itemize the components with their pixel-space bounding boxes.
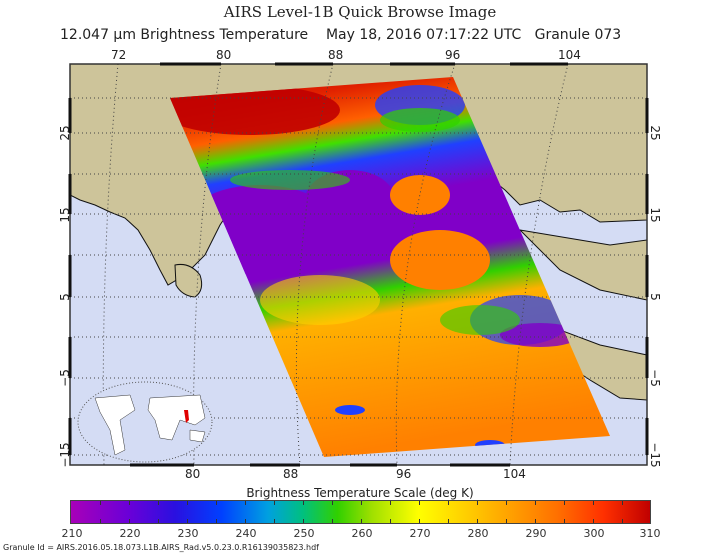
colorbar-label: 290	[525, 527, 547, 540]
sri-lanka	[174, 264, 203, 298]
channel-label: 12.047 μm Brightness Temperature	[60, 27, 309, 43]
left-lat-label: 15	[58, 207, 72, 223]
bottom-lon-label: 104	[503, 467, 526, 481]
right-lat-label: −15	[648, 442, 662, 468]
colorbar-label: 230	[177, 527, 199, 540]
left-lat-label: 25	[58, 125, 72, 141]
top-lon-label: 72	[111, 48, 127, 62]
bottom-lon-label: 88	[283, 467, 299, 481]
colorbar-label: 280	[467, 527, 489, 540]
bottom-lon-label: 80	[185, 467, 201, 481]
axis-scale-bars	[68, 62, 649, 467]
image-title: AIRS Level-1B Quick Browse Image	[223, 3, 497, 21]
left-lat-label: 5	[58, 293, 72, 301]
granule-id: Granule Id = AIRS.2016.05.18.073.L1B.AIR…	[3, 543, 319, 552]
colorbar-label: 210	[61, 527, 83, 540]
left-lat-label: −5	[58, 369, 72, 387]
right-lat-label: 5	[648, 293, 662, 301]
image-subtitle: 12.047 μm Brightness Temperature May 18,…	[60, 27, 621, 43]
colorbar-label: 240	[235, 527, 257, 540]
colorbar-title: Brightness Temperature Scale (deg K)	[246, 486, 474, 500]
bottom-lon-label: 96	[396, 467, 412, 481]
top-lon-label: 104	[558, 48, 581, 62]
granule-label: Granule 073	[534, 27, 622, 43]
datetime-label: May 18, 2016 07:17:22 UTC	[325, 27, 522, 43]
right-lat-label: 25	[648, 125, 662, 141]
colorbar-label: 220	[119, 527, 141, 540]
malay-peninsula	[518, 229, 647, 301]
top-lon-label: 80	[216, 48, 232, 62]
colorbar-label: 310	[639, 527, 661, 540]
map-panel	[68, 62, 649, 467]
left-lat-label: −15	[58, 442, 72, 468]
world-locator-inset	[77, 381, 213, 463]
colorbar-label: 300	[583, 527, 605, 540]
top-lon-label: 96	[445, 48, 461, 62]
right-lat-label: 15	[648, 207, 662, 223]
region-highlight	[184, 410, 189, 423]
right-lat-label: −5	[648, 369, 662, 387]
colorbar-label: 250	[293, 527, 315, 540]
top-lon-label: 88	[328, 48, 344, 62]
colorbar-label: 260	[351, 527, 373, 540]
colorbar	[70, 500, 651, 524]
colorbar-label: 270	[409, 527, 431, 540]
graticule	[70, 64, 647, 465]
